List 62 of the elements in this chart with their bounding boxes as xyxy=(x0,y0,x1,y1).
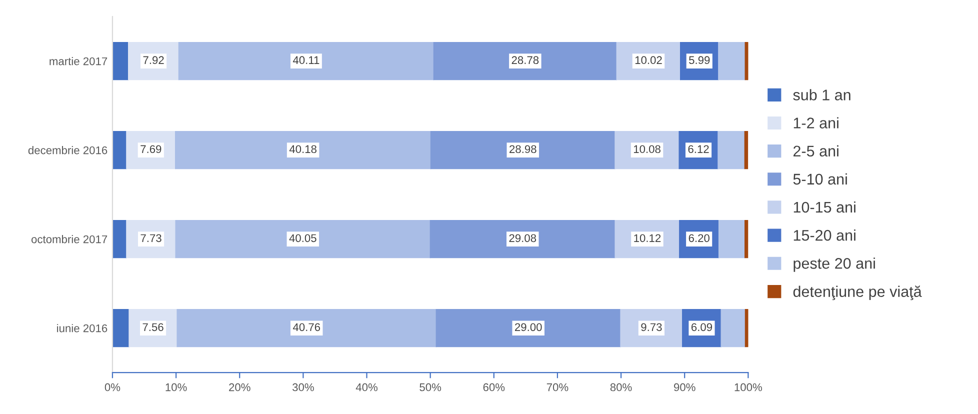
x-tick-label: 60% xyxy=(483,383,505,392)
data-label: 7.73 xyxy=(140,234,162,242)
legend-label: 2-5 ani xyxy=(793,145,838,157)
data-label: 40.11 xyxy=(292,56,320,64)
bar xyxy=(433,42,617,80)
bar xyxy=(718,131,746,170)
x-tick-label: 0% xyxy=(104,383,120,392)
legend-label: sub 1 an xyxy=(793,89,850,100)
x-tick-label: 90% xyxy=(674,383,696,392)
data-label: 6.09 xyxy=(691,323,712,332)
x-tick-label: 10% xyxy=(166,383,187,392)
data-label: 28.98 xyxy=(510,145,536,154)
legend-label: 5-10 ani xyxy=(793,173,847,185)
bar xyxy=(744,220,748,258)
data-label: 40.18 xyxy=(289,145,316,154)
data-label: 28.78 xyxy=(512,56,539,64)
legend-label: detenţiune pe viaţă xyxy=(793,286,922,300)
bar xyxy=(174,131,432,170)
y-tick-label: iunie 2016 xyxy=(57,324,108,332)
x-tick-label: 50% xyxy=(420,383,442,392)
x-tick-label: 40% xyxy=(356,383,378,392)
legend-label: peste 20 ani xyxy=(794,258,875,272)
bar xyxy=(718,42,746,80)
data-label: 40.76 xyxy=(292,323,320,332)
x-tick-label: 80% xyxy=(610,383,632,392)
data-label: 9.73 xyxy=(641,323,662,332)
bar xyxy=(720,309,746,348)
data-label: 10.02 xyxy=(635,56,662,64)
x-tick-label: 100% xyxy=(734,383,762,392)
data-label: 5.99 xyxy=(689,56,710,64)
data-label: 7.92 xyxy=(143,56,164,64)
data-label: 29.08 xyxy=(509,234,536,242)
data-label: 40.05 xyxy=(289,234,316,242)
bar xyxy=(744,131,748,170)
bar xyxy=(112,42,129,80)
data-label: 7.56 xyxy=(142,323,164,332)
bar xyxy=(178,42,434,80)
x-tick-label: 20% xyxy=(229,383,250,392)
bar xyxy=(175,220,431,258)
legend-label: 10-15 ani xyxy=(794,201,856,213)
bar xyxy=(112,309,130,348)
y-tick-label: decembrie 2016 xyxy=(28,146,108,154)
legend-label: 15-20 ani xyxy=(794,230,856,241)
bar xyxy=(718,220,746,258)
bar xyxy=(430,131,616,170)
y-tick-label: octombrie 2017 xyxy=(31,235,108,244)
data-label: 29.00 xyxy=(515,323,542,332)
bar xyxy=(112,220,127,258)
data-label: 10.08 xyxy=(634,145,660,154)
bar xyxy=(112,131,127,170)
x-tick-label: 30% xyxy=(292,383,314,392)
x-tick-label: 70% xyxy=(546,383,568,392)
y-tick-label: martie 2017 xyxy=(50,57,108,66)
data-label: 6.20 xyxy=(688,234,710,242)
bar xyxy=(744,309,748,348)
data-label: 10.12 xyxy=(634,234,661,242)
bar xyxy=(436,309,621,348)
bar xyxy=(430,220,616,258)
data-label: 6.12 xyxy=(688,145,709,154)
bar xyxy=(176,309,437,348)
legend-label: 1-2 ani xyxy=(794,117,838,128)
data-label: 7.69 xyxy=(140,145,162,154)
